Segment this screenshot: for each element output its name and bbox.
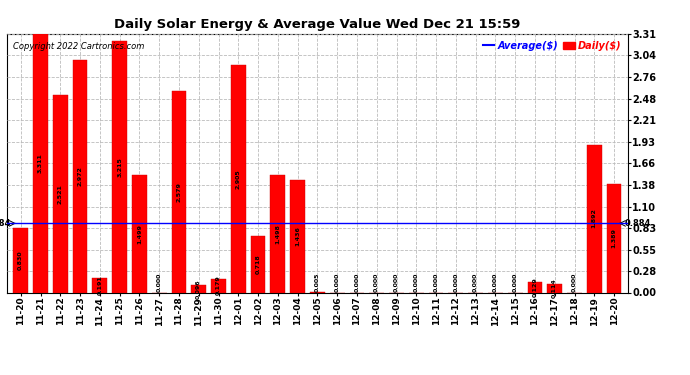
Text: 0.000: 0.000 (394, 273, 399, 292)
Text: 2.521: 2.521 (58, 184, 63, 204)
Text: 1.436: 1.436 (295, 226, 300, 246)
Text: 1.892: 1.892 (592, 209, 597, 228)
Title: Daily Solar Energy & Average Value Wed Dec 21 15:59: Daily Solar Energy & Average Value Wed D… (115, 18, 520, 31)
Text: 0.114: 0.114 (552, 278, 558, 298)
Bar (607, 184, 622, 292)
Text: 0.179: 0.179 (216, 276, 221, 296)
Text: 0.000: 0.000 (157, 273, 161, 292)
Text: 0.000: 0.000 (513, 273, 518, 292)
Text: 0.000: 0.000 (453, 273, 458, 292)
Bar (270, 176, 285, 292)
Text: 0.005: 0.005 (315, 273, 320, 292)
Text: 2.905: 2.905 (236, 169, 241, 189)
Text: 0.000: 0.000 (433, 273, 439, 292)
Text: 1.499: 1.499 (137, 224, 142, 244)
Text: 0.000: 0.000 (335, 273, 339, 292)
Bar (191, 285, 206, 292)
Text: 0.884: 0.884 (0, 219, 11, 228)
Text: 0.884: 0.884 (624, 219, 651, 228)
Bar (172, 91, 186, 292)
Text: 2.972: 2.972 (77, 166, 83, 186)
Bar (250, 236, 266, 292)
Bar (33, 34, 48, 292)
Text: 0.096: 0.096 (196, 279, 201, 298)
Text: 2.579: 2.579 (177, 182, 181, 202)
Text: 0.000: 0.000 (374, 273, 380, 292)
Text: 3.215: 3.215 (117, 157, 122, 177)
Text: 0.830: 0.830 (18, 250, 23, 270)
Bar (547, 284, 562, 292)
Bar (72, 60, 88, 292)
Text: 0.000: 0.000 (493, 273, 498, 292)
Text: 0.000: 0.000 (355, 273, 359, 292)
Text: 3.311: 3.311 (38, 153, 43, 173)
Bar (587, 145, 602, 292)
Text: 0.000: 0.000 (572, 273, 577, 292)
Text: 0.191: 0.191 (97, 275, 102, 295)
Text: 0.129: 0.129 (533, 278, 538, 297)
Bar (92, 278, 107, 292)
Text: 0.000: 0.000 (414, 273, 419, 292)
Bar (290, 180, 305, 292)
Bar (132, 176, 147, 292)
Bar (112, 41, 127, 292)
Bar (53, 95, 68, 292)
Bar (13, 228, 28, 292)
Bar (231, 65, 246, 292)
Text: 1.498: 1.498 (275, 224, 280, 244)
Bar (528, 282, 542, 292)
Text: 1.389: 1.389 (611, 228, 617, 248)
Text: 0.000: 0.000 (473, 273, 478, 292)
Legend: Average($), Daily($): Average($), Daily($) (481, 39, 623, 53)
Text: Copyright 2022 Cartronics.com: Copyright 2022 Cartronics.com (13, 42, 144, 51)
Text: 0.718: 0.718 (255, 255, 261, 274)
Bar (211, 279, 226, 292)
